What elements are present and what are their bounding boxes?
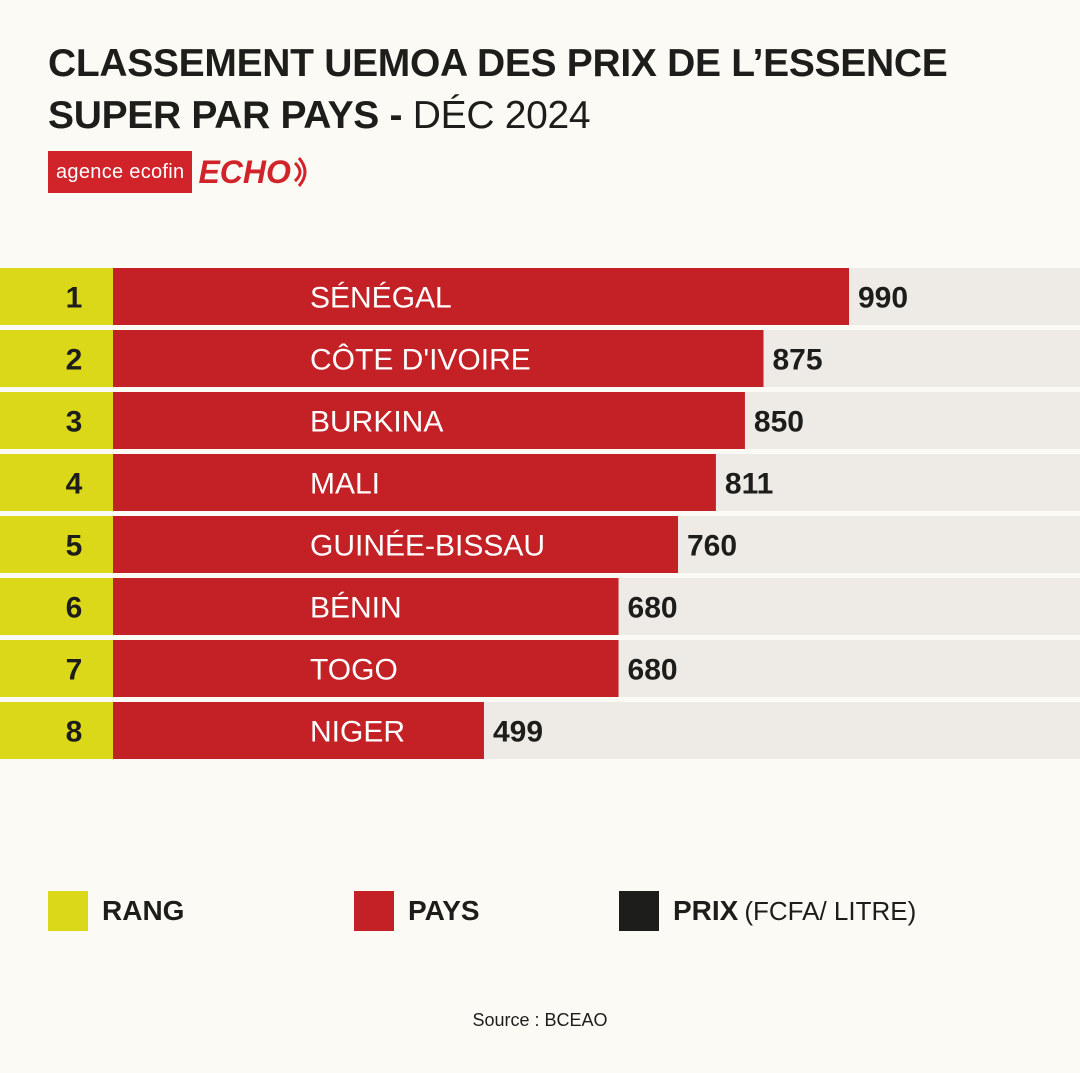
legend-item-prix: PRIX (FCFA/ LITRE) bbox=[619, 891, 916, 931]
legend-swatch-pays bbox=[354, 891, 394, 931]
country-label: MALI bbox=[310, 468, 380, 501]
rank-label: 3 bbox=[66, 406, 83, 439]
rank-label: 1 bbox=[66, 282, 83, 315]
country-label: SÉNÉGAL bbox=[310, 282, 452, 315]
price-bar bbox=[113, 578, 619, 635]
legend-swatch-prix bbox=[619, 891, 659, 931]
title-line-1: CLASSEMENT UEMOA DES PRIX DE L’ESSENCE bbox=[48, 42, 948, 85]
agence-ecofin-logo: agence ecofin ECHO bbox=[48, 150, 307, 194]
agence-ecofin-wordmark: agence ecofin bbox=[48, 151, 193, 193]
echo-wordmark: ECHO bbox=[198, 153, 291, 190]
legend-label-prix: PRIX bbox=[673, 895, 739, 926]
legend-item-rang: RANG bbox=[48, 891, 184, 931]
legend-label-rang: RANG bbox=[102, 895, 185, 926]
price-bar bbox=[113, 702, 484, 759]
rank-cell bbox=[0, 640, 113, 697]
rank-label: 6 bbox=[66, 592, 83, 625]
rank-label: 7 bbox=[66, 654, 83, 687]
price-bar bbox=[113, 640, 619, 697]
country-label: GUINÉE-BISSAU bbox=[310, 530, 545, 563]
legend-label-pays: PAYS bbox=[408, 895, 480, 926]
rank-label: 8 bbox=[66, 716, 83, 749]
price-value-label: 680 bbox=[628, 592, 678, 625]
price-value-label: 875 bbox=[773, 344, 823, 377]
legend-item-pays: PAYS bbox=[354, 891, 480, 931]
country-label: BÉNIN bbox=[310, 592, 402, 625]
legend: RANG PAYS PRIX (FCFA/ LITRE) bbox=[0, 891, 1080, 931]
source-note: Source : BCEAO bbox=[472, 1010, 608, 1030]
title-line-2: SUPER PAR PAYS - DÉC 2024 bbox=[48, 90, 1058, 142]
price-value-label: 811 bbox=[725, 468, 773, 501]
price-value-label: 760 bbox=[687, 530, 737, 563]
price-bar bbox=[113, 268, 849, 325]
price-value-label: 499 bbox=[493, 716, 543, 749]
rank-label: 5 bbox=[66, 530, 83, 563]
rank-cell bbox=[0, 516, 113, 573]
rank-label: 2 bbox=[66, 344, 83, 377]
rank-cell bbox=[0, 578, 113, 635]
rank-cell bbox=[0, 454, 113, 511]
rank-cell bbox=[0, 268, 113, 325]
price-bar bbox=[113, 516, 679, 573]
legend-swatch-rang bbox=[48, 891, 88, 931]
rank-cell bbox=[0, 392, 113, 449]
chart-title: CLASSEMENT UEMOA DES PRIX DE L’ESSENCE S… bbox=[48, 38, 1058, 142]
country-label: CÔTE D'IVOIRE bbox=[310, 343, 531, 377]
broadcast-waves-icon bbox=[293, 157, 307, 187]
price-bar bbox=[113, 392, 745, 449]
price-bar bbox=[113, 330, 764, 387]
title-line-2-text: SUPER PAR PAYS - bbox=[48, 94, 413, 137]
price-value-label: 850 bbox=[754, 406, 804, 439]
price-value-label: 680 bbox=[628, 654, 678, 687]
echo-logo: ECHO bbox=[198, 153, 307, 191]
price-bar bbox=[113, 454, 716, 511]
rank-label: 4 bbox=[66, 468, 83, 501]
title-date: DÉC 2024 bbox=[412, 94, 591, 137]
rank-cell bbox=[0, 702, 113, 759]
rank-cell bbox=[0, 330, 113, 387]
country-label: TOGO bbox=[310, 654, 398, 687]
country-label: BURKINA bbox=[310, 406, 443, 439]
price-value-label: 990 bbox=[858, 282, 908, 315]
legend-unit-prix: (FCFA/ LITRE) bbox=[744, 895, 917, 926]
country-label: NIGER bbox=[310, 716, 405, 749]
